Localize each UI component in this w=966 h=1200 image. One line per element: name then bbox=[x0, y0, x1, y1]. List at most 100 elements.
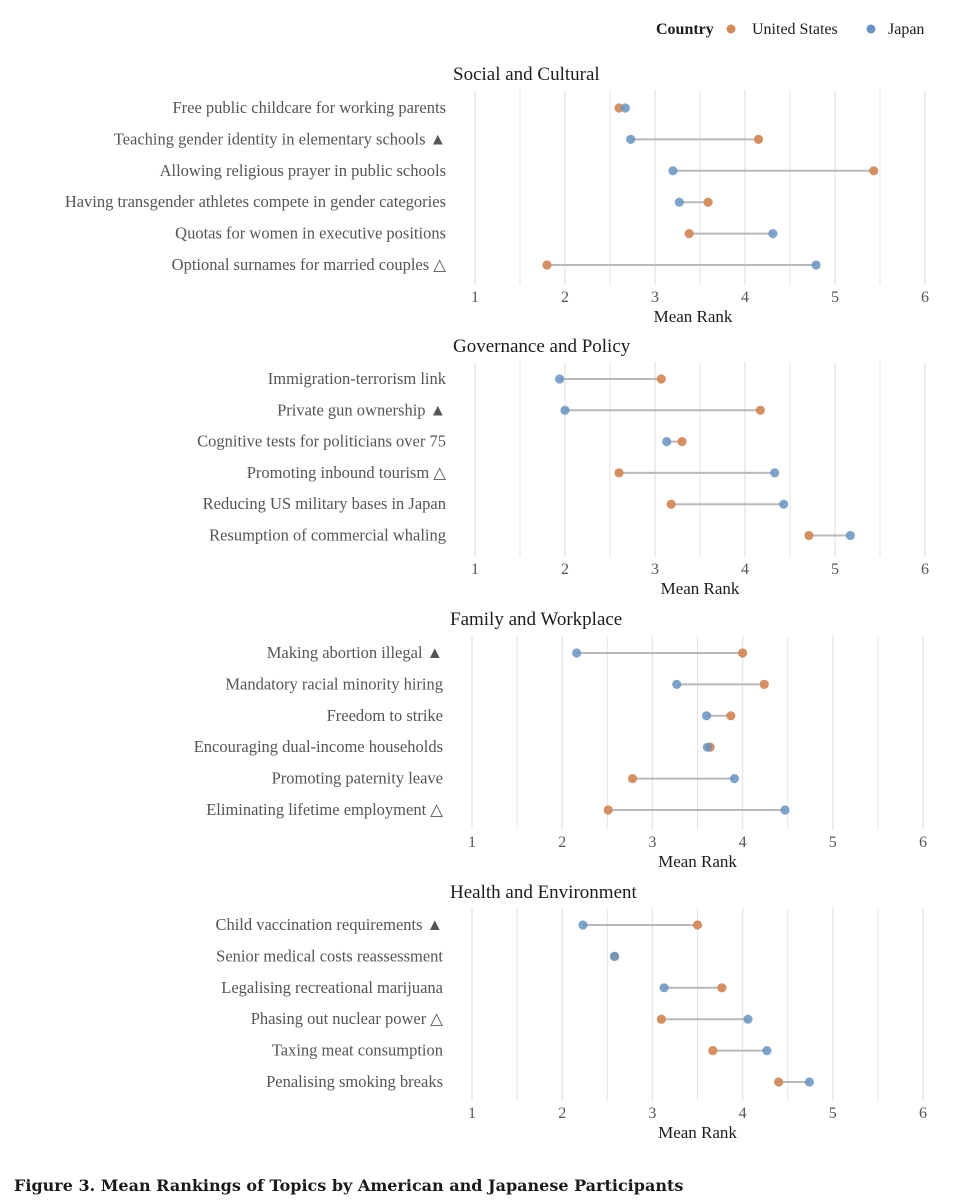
row-label: Child vaccination requirements ▲ bbox=[215, 915, 443, 934]
point-united-states bbox=[755, 405, 765, 415]
x-tick-label: 5 bbox=[829, 834, 837, 851]
x-tick-label: 2 bbox=[558, 834, 566, 851]
point-united-states bbox=[542, 260, 552, 270]
point-japan bbox=[779, 499, 789, 509]
point-japan bbox=[560, 405, 570, 415]
x-tick-label: 4 bbox=[739, 834, 747, 851]
row-label: Immigration-terrorism link bbox=[268, 369, 447, 388]
x-tick-label: 1 bbox=[471, 289, 479, 306]
x-tick-label: 2 bbox=[561, 561, 569, 578]
x-tick-label: 3 bbox=[648, 834, 656, 851]
x-tick-label: 6 bbox=[919, 834, 927, 851]
row-label: Optional surnames for married couples △ bbox=[172, 255, 447, 274]
x-tick-label: 4 bbox=[741, 289, 749, 306]
point-united-states bbox=[656, 1014, 667, 1024]
x-axis-label: Mean Rank bbox=[658, 1123, 737, 1142]
point-united-states bbox=[753, 134, 764, 144]
row-label: Taxing meat consumption bbox=[272, 1041, 443, 1060]
point-united-states bbox=[692, 920, 703, 930]
row-label: Mandatory racial minority hiring bbox=[225, 674, 443, 693]
x-tick-label: 3 bbox=[648, 1105, 656, 1122]
panels: Social and Cultural 1 2 3 4 5 6 Mean Rank Free p… bbox=[65, 64, 929, 1142]
point-united-states bbox=[656, 374, 666, 384]
point-united-states bbox=[627, 774, 638, 784]
point-united-states bbox=[759, 679, 769, 690]
point-united-states bbox=[614, 103, 624, 113]
row-label: Private gun ownership ▲ bbox=[277, 400, 446, 419]
point-japan bbox=[811, 260, 821, 270]
panel: Social and Cultural 1 2 3 4 5 6 Mean Rank Free p… bbox=[65, 64, 929, 326]
x-tick-label: 5 bbox=[831, 561, 839, 578]
point-japan bbox=[672, 679, 682, 690]
legend-title: Country bbox=[656, 21, 714, 38]
row-label: Promoting paternity leave bbox=[272, 769, 443, 788]
point-japan bbox=[701, 711, 712, 721]
point-japan bbox=[845, 530, 855, 541]
point-japan bbox=[572, 648, 582, 658]
legend: Country United States Japan bbox=[656, 21, 924, 38]
x-tick-label: 5 bbox=[829, 1105, 837, 1122]
x-tick-label: 1 bbox=[468, 834, 476, 851]
point-united-states bbox=[726, 711, 736, 721]
panel: Family and Workplace 1 2 3 4 5 6 Mean Rank Makin… bbox=[194, 609, 927, 871]
point-japan bbox=[743, 1014, 753, 1024]
legend-label-japan: Japan bbox=[888, 21, 924, 38]
x-tick-label: 6 bbox=[921, 289, 929, 306]
point-japan bbox=[668, 166, 678, 176]
point-japan bbox=[609, 951, 620, 962]
row-label: Freedom to strike bbox=[327, 706, 443, 725]
x-axis-label: Mean Rank bbox=[654, 307, 733, 326]
row-label: Teaching gender identity in elementary s… bbox=[114, 129, 446, 148]
point-united-states bbox=[666, 499, 676, 509]
point-united-states bbox=[804, 530, 814, 541]
point-united-states bbox=[869, 166, 879, 176]
point-japan bbox=[626, 134, 636, 144]
x-tick-label: 4 bbox=[739, 1105, 747, 1122]
x-tick-label: 1 bbox=[471, 561, 479, 578]
row-label: Senior medical costs reassessment bbox=[216, 946, 443, 965]
row-label: Allowing religious prayer in public scho… bbox=[160, 161, 446, 180]
row-label: Having transgender athletes compete in g… bbox=[65, 192, 446, 211]
point-united-states bbox=[774, 1077, 784, 1087]
panel-title: Health and Environment bbox=[450, 882, 638, 903]
row-label: Reducing US military bases in Japan bbox=[203, 494, 446, 513]
x-tick-label: 5 bbox=[831, 289, 839, 306]
row-label: Cognitive tests for politicians over 75 bbox=[197, 432, 446, 451]
point-united-states bbox=[684, 229, 694, 239]
figure-caption: Figure 3. Mean Rankings of Topics by Ame… bbox=[14, 1176, 684, 1195]
point-united-states bbox=[708, 1046, 718, 1056]
panel-title: Family and Workplace bbox=[450, 609, 622, 630]
point-united-states bbox=[738, 648, 748, 658]
point-japan bbox=[762, 1046, 772, 1056]
x-axis-label: Mean Rank bbox=[661, 579, 740, 598]
row-label: Free public childcare for working parent… bbox=[172, 98, 446, 117]
row-label: Resumption of commercial whaling bbox=[209, 526, 446, 545]
point-japan bbox=[768, 229, 778, 239]
x-tick-label: 6 bbox=[919, 1105, 927, 1122]
x-tick-label: 4 bbox=[741, 561, 749, 578]
point-united-states bbox=[614, 468, 624, 478]
point-united-states bbox=[703, 197, 713, 207]
point-japan bbox=[620, 103, 630, 113]
panel-title: Social and Cultural bbox=[453, 64, 600, 85]
point-united-states bbox=[603, 805, 613, 815]
point-japan bbox=[804, 1077, 814, 1087]
x-tick-label: 3 bbox=[651, 289, 659, 306]
point-japan bbox=[780, 805, 790, 815]
point-japan bbox=[674, 197, 684, 207]
row-label: Quotas for women in executive positions bbox=[175, 224, 446, 243]
legend-marker-us bbox=[726, 24, 736, 34]
legend-label-us: United States bbox=[752, 21, 838, 38]
point-united-states bbox=[717, 983, 727, 993]
x-tick-label: 2 bbox=[561, 289, 569, 306]
row-label: Legalising recreational marijuana bbox=[221, 978, 443, 997]
row-label: Eliminating lifetime employment △ bbox=[206, 800, 443, 819]
panel-title: Governance and Policy bbox=[453, 336, 631, 357]
point-japan bbox=[555, 374, 565, 384]
x-tick-label: 2 bbox=[558, 1105, 566, 1122]
panel: Health and Environment 1 2 3 4 5 6 Mean Rank Chi… bbox=[215, 882, 927, 1142]
row-label: Making abortion illegal ▲ bbox=[267, 643, 443, 662]
row-label: Encouraging dual-income households bbox=[194, 737, 443, 756]
point-japan bbox=[702, 742, 713, 752]
row-label: Promoting inbound tourism △ bbox=[247, 463, 447, 482]
